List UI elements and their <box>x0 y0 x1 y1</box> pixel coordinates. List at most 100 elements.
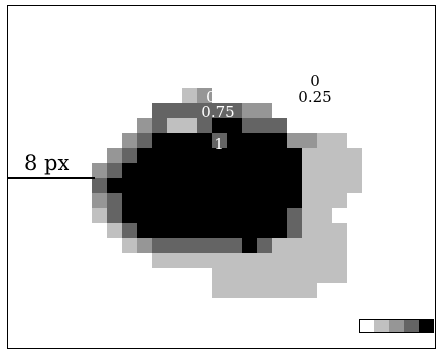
pixel-cell <box>227 118 242 133</box>
pixel-cell <box>302 178 317 193</box>
pixel-cell <box>272 133 287 148</box>
pixel-cell <box>197 133 212 148</box>
pixel-cell <box>212 163 227 178</box>
pixel-cell <box>122 163 137 178</box>
pixel-cell <box>257 193 272 208</box>
pixel-cell <box>197 178 212 193</box>
pixel-cell <box>347 178 362 193</box>
pixel-cell <box>197 223 212 238</box>
pixel-cell <box>347 163 362 178</box>
legend-swatch <box>359 319 374 333</box>
pixel-cell <box>212 133 227 148</box>
level-label-0-75: 0.75 <box>201 103 234 121</box>
pixel-cell <box>92 193 107 208</box>
pixel-cell <box>107 208 122 223</box>
pixel-cell <box>302 253 317 268</box>
pixel-cell <box>317 178 332 193</box>
pixel-cell <box>227 133 242 148</box>
pixel-cell <box>167 178 182 193</box>
pixel-cell <box>332 178 347 193</box>
pixel-cell <box>272 283 287 298</box>
pixel-cell <box>242 223 257 238</box>
pixel-cell <box>137 163 152 178</box>
pixel-cell <box>212 148 227 163</box>
pixel-cell <box>182 208 197 223</box>
pixel-cell <box>257 268 272 283</box>
pixel-cell <box>287 283 302 298</box>
pixel-cell <box>182 118 197 133</box>
pixel-cell <box>227 193 242 208</box>
pixel-cell <box>242 133 257 148</box>
pixel-cell <box>182 133 197 148</box>
pixel-cell <box>317 163 332 178</box>
pixel-cell <box>137 178 152 193</box>
pixel-cell <box>197 118 212 133</box>
pixel-cell <box>167 118 182 133</box>
pixel-cell <box>272 118 287 133</box>
pixel-cell <box>152 253 167 268</box>
pixel-cell <box>272 238 287 253</box>
pixel-cell <box>137 133 152 148</box>
pixel-cell <box>227 268 242 283</box>
pixel-cell <box>152 148 167 163</box>
pixel-cell <box>242 193 257 208</box>
pixel-cell <box>167 163 182 178</box>
pixel-cell <box>227 238 242 253</box>
pixel-cell <box>302 193 317 208</box>
pixel-cell <box>287 253 302 268</box>
pixel-cell <box>242 208 257 223</box>
scale-bar-label: 8 px <box>24 151 69 175</box>
pixel-cell <box>332 163 347 178</box>
pixel-cell <box>122 148 137 163</box>
pixel-cell <box>227 223 242 238</box>
pixel-cell <box>152 178 167 193</box>
pixel-cell <box>122 238 137 253</box>
pixel-cell <box>152 163 167 178</box>
pixel-cell <box>182 148 197 163</box>
pixel-cell <box>242 268 257 283</box>
pixel-cell <box>257 163 272 178</box>
pixel-cell <box>227 148 242 163</box>
pixel-cell <box>152 103 167 118</box>
pixel-cell <box>257 283 272 298</box>
pixel-cell <box>182 103 197 118</box>
pixel-cell <box>242 163 257 178</box>
pixel-cell <box>197 88 212 103</box>
pixel-cell <box>317 148 332 163</box>
pixel-cell <box>212 238 227 253</box>
pixel-cell <box>107 178 122 193</box>
pixel-cell <box>152 208 167 223</box>
pixel-cell <box>272 178 287 193</box>
pixel-cell <box>197 193 212 208</box>
pixel-cell <box>272 268 287 283</box>
pixel-cell <box>167 223 182 238</box>
pixel-cell <box>212 283 227 298</box>
pixel-cell <box>242 118 257 133</box>
pixel-cell <box>122 223 137 238</box>
pixel-cell <box>317 223 332 238</box>
pixel-cell <box>317 268 332 283</box>
pixel-cell <box>107 223 122 238</box>
level-label-0: 0 <box>310 72 320 90</box>
pixel-cell <box>197 163 212 178</box>
pixel-cell <box>332 268 347 283</box>
pixel-cell <box>182 253 197 268</box>
pixel-cell <box>242 148 257 163</box>
pixel-cell <box>212 178 227 193</box>
pixel-cell <box>137 223 152 238</box>
pixel-cell <box>257 103 272 118</box>
pixel-cell <box>287 238 302 253</box>
pixel-cell <box>197 103 212 118</box>
pixel-cell <box>137 193 152 208</box>
pixel-cells <box>92 88 362 298</box>
pixel-cell <box>317 208 332 223</box>
pixel-cell <box>242 238 257 253</box>
pixel-cell <box>257 148 272 163</box>
pixel-cell <box>317 133 332 148</box>
pixel-cell <box>212 253 227 268</box>
pixel-cell <box>122 133 137 148</box>
pixel-cell <box>107 148 122 163</box>
pixel-cell <box>332 148 347 163</box>
pixel-cell <box>302 163 317 178</box>
pixel-cell <box>272 193 287 208</box>
